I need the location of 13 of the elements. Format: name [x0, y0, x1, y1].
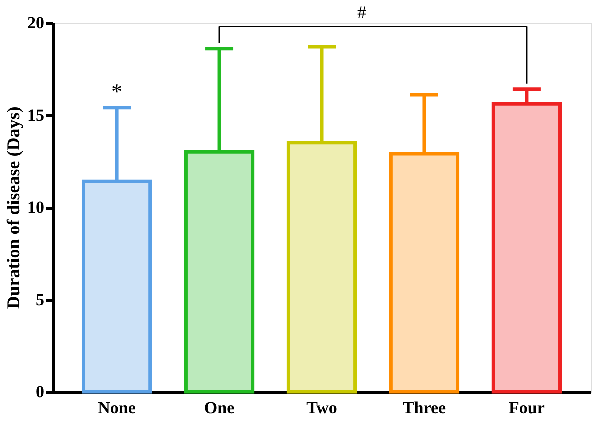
y-tick-label: 20 — [28, 14, 44, 32]
y-tick-label: 10 — [28, 198, 44, 217]
x-tick-label: One — [204, 398, 236, 418]
x-tick-label: None — [98, 398, 136, 418]
annotation: * — [112, 78, 123, 104]
y-tick-label: 0 — [36, 382, 44, 402]
y-tick-label: 15 — [28, 106, 44, 125]
text: # — [358, 2, 366, 23]
y-axis-title: Duration of disease (Days) — [4, 106, 24, 310]
x-tick-label: Two — [306, 398, 338, 418]
x-tick-label: Three — [402, 398, 446, 418]
x-tick-label: Four — [509, 398, 546, 418]
y-tick-label: 5 — [36, 290, 44, 310]
